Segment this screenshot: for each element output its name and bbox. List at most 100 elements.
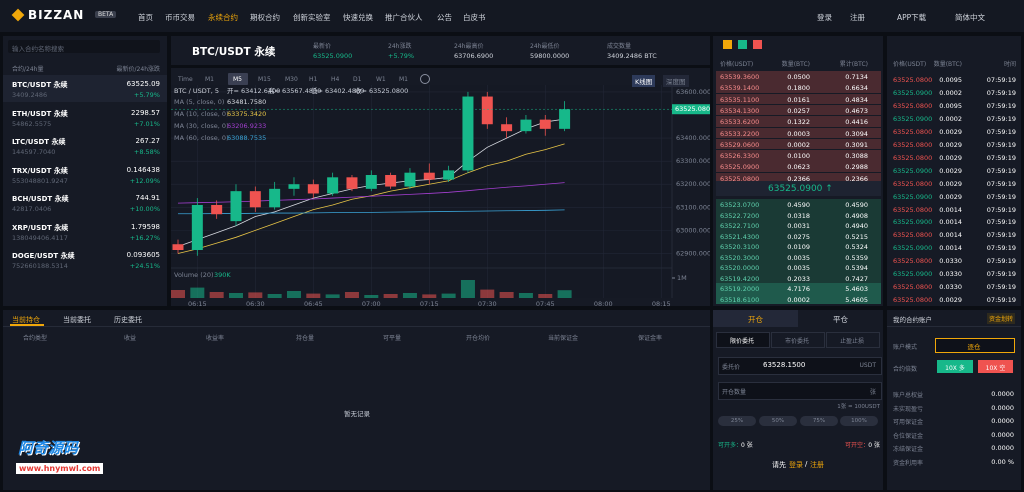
nav-item[interactable]: 公告 — [437, 13, 452, 22]
book-row-bg — [716, 116, 881, 127]
long-button[interactable] — [937, 360, 973, 373]
account-label: 资金利用率 — [893, 460, 924, 467]
order-type-bg[interactable] — [826, 332, 880, 348]
volume-bar — [286, 291, 301, 298]
trade-price: 63525.0800 — [893, 179, 933, 188]
market-name[interactable]: LTC/USDT 永续 — [12, 138, 66, 146]
register-link[interactable]: 注册 — [810, 461, 824, 469]
account-value: 0.0000 — [991, 403, 1014, 412]
login-link[interactable]: 登录 — [789, 461, 803, 469]
candle-body — [230, 191, 242, 222]
header-link[interactable]: 简体中文 — [955, 13, 985, 22]
volume-bar — [228, 293, 243, 298]
book-mode-icon[interactable] — [723, 40, 732, 49]
watermark-url: www.hnymwl.com — [16, 463, 104, 474]
market-name[interactable]: ETH/USDT 永续 — [12, 109, 68, 118]
view-button[interactable]: K线图 — [632, 75, 656, 87]
settings-icon[interactable] — [420, 74, 430, 84]
book-price: 63518.6100 — [720, 295, 760, 304]
order-tab[interactable]: 开仓 — [748, 315, 763, 324]
account-label: 仓位保证金 — [893, 432, 924, 440]
header-link[interactable]: 登录 — [817, 13, 832, 22]
position-tab[interactable]: 当前持仓 — [12, 316, 40, 324]
interval[interactable]: H4 — [331, 76, 340, 83]
book-price: 63539.1400 — [720, 84, 760, 93]
ticker-value: 59800.0000 — [530, 52, 570, 60]
book-row-bg — [716, 161, 881, 172]
ma-line — [178, 209, 565, 215]
market-name[interactable]: XRP/USDT 永续 — [12, 223, 69, 232]
ma-label: MA (5, close, 0) — [174, 98, 224, 106]
market-name[interactable]: DOGE/USDT 永续 — [12, 252, 75, 260]
trade-time: 07:59:19 — [986, 218, 1016, 227]
book-qty: 0.0257 — [787, 106, 810, 115]
book-qty: 0.0035 — [787, 253, 810, 262]
book-row-bg — [716, 127, 881, 138]
transfer-button[interactable]: 资金划转 — [987, 313, 1016, 324]
book-mode-icon[interactable] — [738, 40, 747, 49]
nav-item[interactable]: 首页 — [138, 13, 153, 22]
percent-bg[interactable] — [759, 416, 797, 426]
book-qty: 0.0031 — [787, 222, 810, 230]
interval[interactable]: M30 — [285, 76, 298, 83]
nav-item[interactable]: 快速兑换 — [343, 13, 373, 22]
mode-select[interactable] — [935, 338, 1015, 353]
nav-item[interactable]: 创新实验室 — [293, 13, 331, 22]
percent-bg[interactable] — [800, 416, 838, 426]
volume-bar — [248, 292, 263, 298]
book-row-bg — [716, 230, 881, 241]
nav-item[interactable]: 永续合约 — [208, 13, 238, 22]
interval[interactable]: M5 — [233, 76, 242, 83]
price-input[interactable] — [718, 357, 882, 375]
order-type-bg[interactable] — [716, 332, 770, 348]
book-qty: 0.2033 — [787, 274, 810, 283]
position-tab[interactable]: 历史委托 — [114, 316, 142, 324]
candle-body — [385, 175, 397, 187]
interval[interactable]: M1 — [399, 76, 408, 83]
book-total: 0.7134 — [845, 73, 868, 81]
market-price: 2298.57 — [131, 108, 160, 117]
header-link[interactable]: APP下载 — [897, 13, 927, 22]
market-price: 1.79598 — [131, 222, 160, 231]
interval[interactable]: H1 — [309, 76, 318, 83]
qty-input[interactable] — [718, 382, 882, 400]
percent-bg[interactable] — [840, 416, 878, 426]
book-row-bg — [716, 82, 881, 93]
trade-time: 07:59:19 — [986, 270, 1016, 279]
market-name[interactable]: BCH/USDT 永续 — [12, 195, 69, 203]
header-link[interactable]: 注册 — [850, 13, 865, 22]
interval[interactable]: W1 — [376, 76, 386, 83]
book-qty: 0.0318 — [787, 211, 810, 220]
market-name[interactable]: BTC/USDT 永续 — [12, 81, 68, 89]
nav-item[interactable]: 推广合伙人 — [385, 13, 423, 22]
position-tab[interactable]: 当前委托 — [63, 316, 91, 324]
search-box[interactable] — [8, 40, 160, 53]
book-mode-icon[interactable] — [753, 40, 762, 49]
position-col: 保证金率 — [637, 335, 662, 342]
position-col: 收益 — [123, 335, 136, 342]
nav-item[interactable]: 白皮书 — [463, 13, 486, 22]
nav-item[interactable]: 币币交易 — [165, 13, 195, 22]
interval[interactable]: D1 — [353, 76, 362, 83]
market-col: 合约/24h量 — [12, 66, 44, 73]
ticker-label: 最新价 — [313, 43, 332, 50]
short-button[interactable] — [978, 360, 1013, 373]
trade-price: 63525.0900 — [893, 114, 933, 123]
book-row-bg — [716, 172, 881, 184]
mode-label: 账户模式 — [893, 344, 918, 351]
order-type-bg[interactable] — [771, 332, 825, 348]
ticker-label: 24h最低价 — [530, 43, 560, 50]
x-tick-label: 08:00 — [594, 300, 613, 306]
order-tab[interactable]: 平仓 — [833, 315, 848, 324]
market-change: +16.27% — [129, 233, 160, 242]
interval[interactable]: M15 — [258, 76, 271, 83]
candle-body — [172, 244, 184, 250]
percent: 50% — [771, 418, 785, 424]
interval[interactable]: M1 — [205, 76, 214, 83]
view-button[interactable]: 深度图 — [663, 75, 689, 87]
nav-item[interactable]: 期权合约 — [250, 13, 280, 22]
interval[interactable]: Time — [178, 76, 193, 83]
percent-bg[interactable] — [718, 416, 756, 426]
long-value: 0 张 — [741, 442, 753, 449]
market-name[interactable]: TRX/USDT 永续 — [12, 166, 68, 175]
